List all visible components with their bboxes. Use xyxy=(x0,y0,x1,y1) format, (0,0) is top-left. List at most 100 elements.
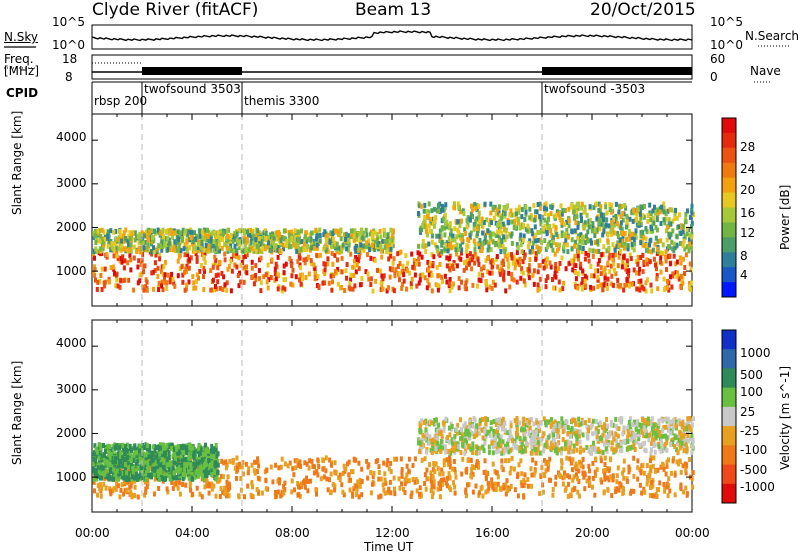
echo-cell xyxy=(530,483,534,489)
echo-cell xyxy=(492,433,496,438)
echo-cell xyxy=(199,467,203,473)
echo-cell xyxy=(644,280,648,286)
echo-cell xyxy=(570,460,574,465)
echo-cell xyxy=(416,250,420,256)
echo-cell xyxy=(309,245,313,251)
echo-cell xyxy=(571,267,575,273)
echo-cell xyxy=(438,262,442,267)
echo-cell xyxy=(431,475,435,480)
echo-cell xyxy=(203,236,207,242)
echo-cell xyxy=(129,267,133,273)
echo-cell xyxy=(209,268,213,274)
echo-cell xyxy=(600,212,603,218)
echo-cell xyxy=(309,237,312,243)
echo-cell xyxy=(591,221,595,227)
echo-cell xyxy=(611,473,615,479)
cpid-entry: twofsound -3503 xyxy=(544,82,646,96)
echo-cell xyxy=(299,481,303,487)
echo-cell xyxy=(655,273,659,278)
echo-cell xyxy=(163,242,167,248)
echo-cell xyxy=(470,257,474,263)
echo-cell xyxy=(667,232,671,237)
colorbar-segment xyxy=(722,132,736,149)
echo-cell xyxy=(156,473,160,478)
echo-cell xyxy=(148,460,152,466)
echo-cell xyxy=(134,447,138,453)
echo-cell xyxy=(92,456,96,462)
echo-cell xyxy=(122,265,126,271)
echo-cell xyxy=(185,248,189,254)
echo-cell xyxy=(108,279,111,285)
echo-cell xyxy=(671,422,675,428)
echo-cell xyxy=(566,431,570,437)
echo-cell xyxy=(252,234,256,239)
echo-cell xyxy=(610,209,614,215)
echo-cell xyxy=(484,489,488,495)
echo-cell xyxy=(165,463,169,469)
echo-cell xyxy=(382,460,386,466)
echo-cell xyxy=(425,437,429,443)
echo-cell xyxy=(576,253,580,259)
echo-cell xyxy=(440,467,444,473)
echo-cell xyxy=(428,462,432,468)
echo-cell xyxy=(147,464,151,469)
echo-cell xyxy=(341,242,345,248)
echo-cell xyxy=(626,243,630,249)
echo-cell xyxy=(493,242,497,248)
echo-cell xyxy=(365,240,369,246)
echo-cell xyxy=(539,205,543,211)
echo-cell xyxy=(437,233,441,239)
echo-cell xyxy=(238,464,242,470)
echo-cell xyxy=(97,455,101,461)
echo-cell xyxy=(607,468,611,474)
echo-cell xyxy=(142,451,146,457)
echo-cell xyxy=(277,235,281,241)
echo-cell xyxy=(293,458,297,464)
echo-cell xyxy=(423,275,427,281)
echo-cell xyxy=(628,236,632,242)
echo-cell xyxy=(629,445,633,451)
echo-cell xyxy=(524,226,528,232)
echo-cell xyxy=(422,208,426,214)
echo-cell xyxy=(119,487,123,493)
echo-cell xyxy=(418,251,422,257)
echo-cell xyxy=(291,466,295,472)
echo-cell xyxy=(293,487,296,493)
echo-cell xyxy=(216,231,220,236)
echo-cell xyxy=(547,213,550,218)
echo-cell xyxy=(457,285,461,291)
echo-cell xyxy=(207,481,211,487)
echo-cell xyxy=(447,236,451,242)
echo-cell xyxy=(202,475,206,481)
echo-cell xyxy=(139,465,143,471)
echo-cell xyxy=(454,474,458,480)
echo-cell xyxy=(423,472,427,478)
echo-cell xyxy=(290,236,294,242)
echo-cell xyxy=(616,263,620,269)
echo-cell xyxy=(369,490,373,496)
echo-cell xyxy=(383,490,387,496)
echo-cell xyxy=(413,265,417,271)
echo-cell xyxy=(504,227,508,233)
echo-cell xyxy=(125,447,128,453)
echo-cell xyxy=(406,260,410,266)
echo-cell xyxy=(163,450,167,456)
echo-cell xyxy=(543,238,547,244)
echo-cell xyxy=(520,471,524,477)
echo-cell xyxy=(502,205,506,211)
echo-cell xyxy=(672,241,676,247)
echo-cell xyxy=(202,469,206,475)
echo-cell xyxy=(463,227,467,233)
echo-cell xyxy=(596,274,600,280)
echo-cell xyxy=(645,257,649,263)
echo-cell xyxy=(522,477,526,483)
echo-cell xyxy=(108,450,111,456)
echo-cell xyxy=(618,203,621,209)
echo-cell xyxy=(118,445,122,451)
echo-cell xyxy=(169,230,173,236)
echo-cell xyxy=(480,484,484,490)
echo-cell xyxy=(658,435,662,441)
echo-cell xyxy=(438,494,442,500)
echo-cell xyxy=(616,231,620,236)
echo-cell xyxy=(542,472,546,478)
